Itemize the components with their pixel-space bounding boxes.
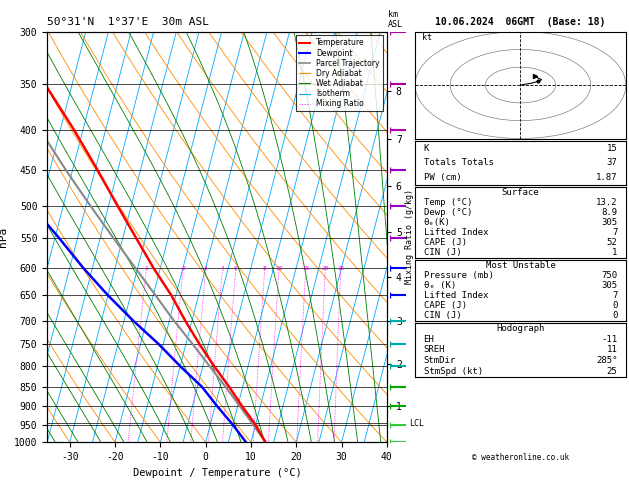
Text: 1.87: 1.87 [596, 173, 618, 182]
Text: 10.06.2024  06GMT  (Base: 18): 10.06.2024 06GMT (Base: 18) [435, 17, 606, 27]
Text: 1: 1 [145, 265, 148, 271]
Text: 0: 0 [612, 301, 618, 310]
Text: 0: 0 [612, 311, 618, 320]
Text: 20: 20 [321, 265, 329, 271]
Text: Pressure (mb): Pressure (mb) [423, 271, 493, 280]
Text: θₑ (K): θₑ (K) [423, 281, 456, 290]
Text: 305: 305 [601, 218, 618, 227]
Text: 3: 3 [204, 265, 208, 271]
Text: Lifted Index: Lifted Index [423, 291, 488, 300]
Text: -11: -11 [601, 335, 618, 344]
Text: StmSpd (kt): StmSpd (kt) [423, 367, 482, 376]
Text: 10: 10 [276, 265, 283, 271]
Text: CAPE (J): CAPE (J) [423, 301, 467, 310]
Text: Totals Totals: Totals Totals [423, 158, 493, 167]
Text: 4: 4 [221, 265, 225, 271]
Text: 15: 15 [302, 265, 309, 271]
Text: Temp (°C): Temp (°C) [423, 198, 472, 207]
Text: Most Unstable: Most Unstable [486, 260, 555, 270]
Text: Hodograph: Hodograph [496, 324, 545, 333]
Text: Lifted Index: Lifted Index [423, 228, 488, 237]
Y-axis label: Mixing Ratio (g/kg): Mixing Ratio (g/kg) [404, 190, 413, 284]
Text: 25: 25 [337, 265, 345, 271]
Text: 2: 2 [181, 265, 185, 271]
Text: 50°31'N  1°37'E  30m ASL: 50°31'N 1°37'E 30m ASL [47, 17, 209, 27]
Text: EH: EH [423, 335, 434, 344]
Legend: Temperature, Dewpoint, Parcel Trajectory, Dry Adiabat, Wet Adiabat, Isotherm, Mi: Temperature, Dewpoint, Parcel Trajectory… [296, 35, 383, 111]
X-axis label: Dewpoint / Temperature (°C): Dewpoint / Temperature (°C) [133, 468, 301, 478]
Text: 7: 7 [612, 291, 618, 300]
Text: CIN (J): CIN (J) [423, 248, 461, 257]
Text: CIN (J): CIN (J) [423, 311, 461, 320]
Text: 8.9: 8.9 [601, 208, 618, 217]
Text: PW (cm): PW (cm) [423, 173, 461, 182]
Text: K: K [423, 144, 429, 153]
Text: 8: 8 [263, 265, 267, 271]
Text: 13.2: 13.2 [596, 198, 618, 207]
Text: 750: 750 [601, 271, 618, 280]
Text: Dewp (°C): Dewp (°C) [423, 208, 472, 217]
Text: 5: 5 [234, 265, 238, 271]
Text: 25: 25 [607, 367, 618, 376]
Text: LCL: LCL [409, 419, 424, 428]
Text: 1: 1 [612, 248, 618, 257]
Text: CAPE (J): CAPE (J) [423, 238, 467, 247]
Text: km
ASL: km ASL [388, 10, 403, 29]
Text: 7: 7 [612, 228, 618, 237]
Text: θₑ(K): θₑ(K) [423, 218, 450, 227]
Text: 285°: 285° [596, 356, 618, 365]
Text: Surface: Surface [502, 188, 539, 197]
Text: © weatheronline.co.uk: © weatheronline.co.uk [472, 452, 569, 462]
Text: 15: 15 [607, 144, 618, 153]
Text: 305: 305 [601, 281, 618, 290]
Text: 37: 37 [607, 158, 618, 167]
Text: kt: kt [422, 34, 432, 42]
Y-axis label: hPa: hPa [0, 227, 8, 247]
Text: 52: 52 [607, 238, 618, 247]
Text: SREH: SREH [423, 346, 445, 354]
Text: 11: 11 [607, 346, 618, 354]
Text: StmDir: StmDir [423, 356, 456, 365]
